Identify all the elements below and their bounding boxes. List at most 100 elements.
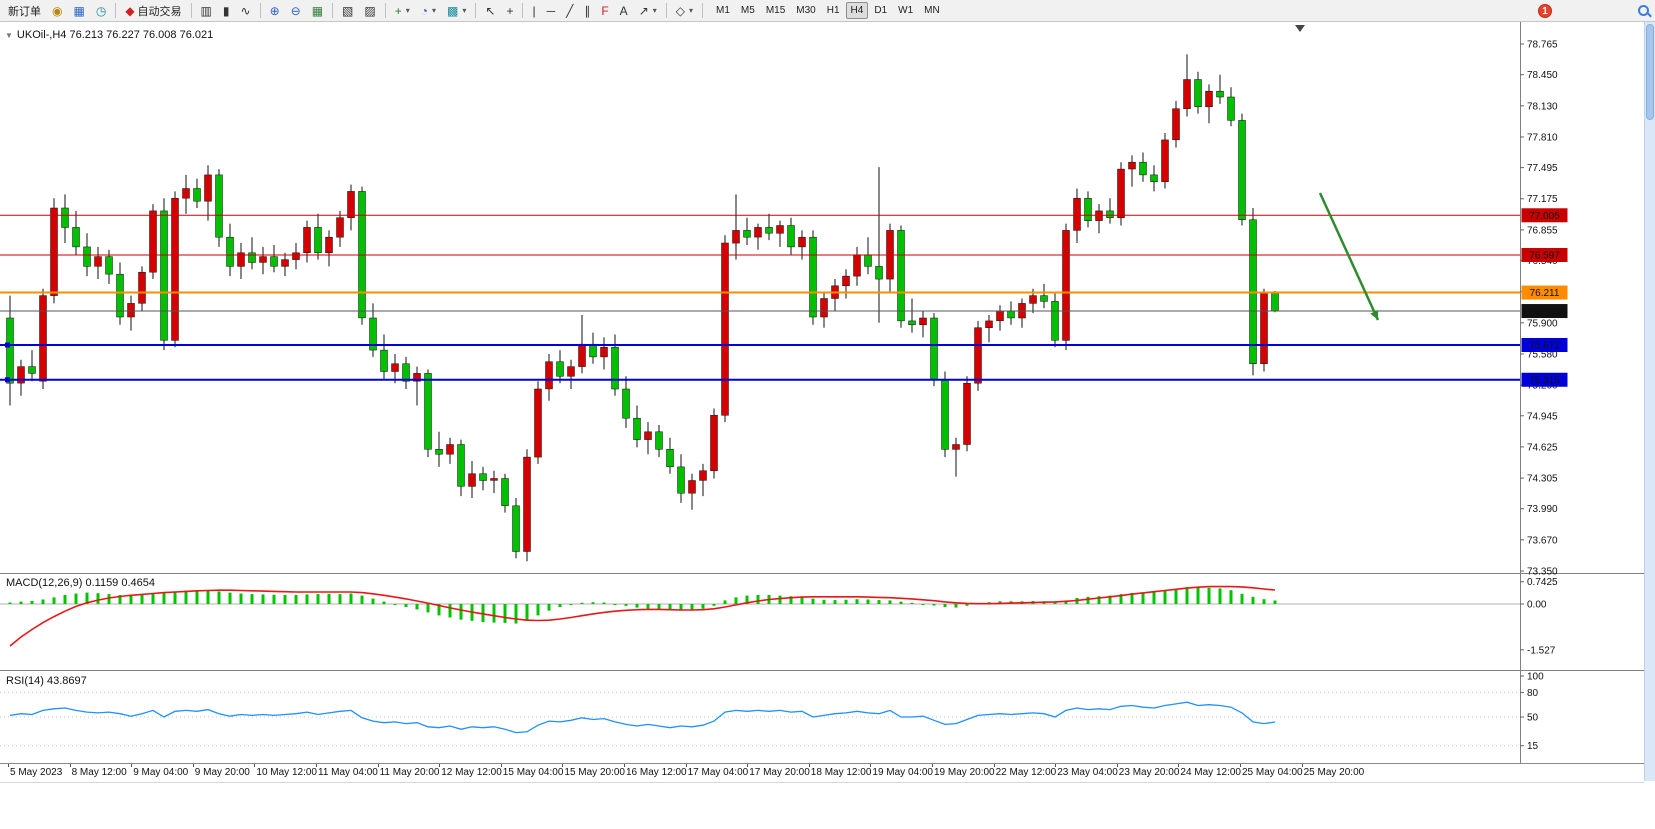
macd-tick-label: 0.00 [1527,600,1547,611]
timeframe-button-d1[interactable]: D1 [869,2,892,19]
time-axis-tick [8,764,9,767]
time-axis-tick [1178,764,1180,767]
price-tick-label: 75.900 [1527,318,1558,329]
time-axis-label: 5 May 2023 [10,767,63,778]
time-axis[interactable]: 5 May 2023 8 May 12:00 9 May 04:00 9 May 20… [0,763,1644,783]
ohlc-text: UKOil-,H4 76.213 76.227 76.008 76.021 [16,29,214,41]
time-axis-label: 11 May 20:00 [379,767,440,778]
line-chart-mode-button[interactable]: ∿ [236,2,256,20]
timeframe-button-mn[interactable]: MN [919,2,945,19]
horizontal-line-tool-button[interactable]: ─ [542,2,561,20]
cursor-tool-button[interactable]: ↖ [480,2,500,20]
coins-icon[interactable]: ◉ [47,2,67,20]
chart-shift-marker[interactable] [1295,25,1305,32]
chevron-down-icon: ▾ [432,6,437,15]
trend-arrow-head [1370,310,1379,320]
time-axis-label: 25 May 20:00 [1303,767,1365,778]
search-icon[interactable] [1637,4,1652,19]
price-badge [1521,372,1568,387]
rsi-tick-label: 50 [1527,713,1539,724]
new-order-label: 新订单 [8,5,41,18]
scrollbar-thumb[interactable] [1646,24,1654,120]
text-tool-button[interactable]: A [615,2,633,20]
vertical-scrollbar[interactable] [1644,22,1655,781]
price-tick-label: 77.810 [1527,132,1558,143]
rsi-indicator-label: RSI(14) 43.8697 [6,675,87,687]
chevron-down-icon[interactable]: ▼ [5,31,13,40]
price-badge-label: 76.597 [1529,250,1560,261]
symbol-ohlc-label: ▼ UKOil-,H4 76.213 76.227 76.008 76.021 [5,29,213,41]
arrows-tool-button[interactable]: ↗ ▾ [634,2,662,20]
time-axis-label: 24 May 12:00 [1180,767,1241,778]
fibonacci-tool-button[interactable]: F [596,2,613,20]
time-axis-tick [69,764,71,767]
price-tick-label: 74.305 [1527,474,1558,485]
time-axis-tick [685,764,687,767]
arrange-windows-button[interactable]: ▨ [359,2,380,20]
timeframe-button-w1[interactable]: W1 [893,2,918,19]
timeframe-button-h4[interactable]: H4 [845,2,869,19]
tile-windows-button[interactable]: ▦ [307,2,328,20]
time-axis-tick [316,764,317,767]
chevron-down-icon: ▾ [405,6,410,15]
timeframe-button-m15[interactable]: M15 [761,2,790,19]
zoom-out-button[interactable]: ⊖ [286,2,306,20]
toolbar-separator [259,3,261,18]
line-handle[interactable] [5,342,10,348]
time-axis-tick [192,764,194,767]
price-tick-label: 73.350 [1527,566,1558,577]
cascade-windows-button[interactable]: ▧ [337,2,358,20]
shapes-tool-button[interactable]: ◇ ▾ [671,2,698,20]
rsi-tick-label: 15 [1527,741,1539,752]
price-badge [1521,304,1568,319]
bar-chart-mode-button[interactable]: ▥ [196,2,217,20]
timeframe-button-m5[interactable]: M5 [736,2,760,19]
zoom-in-button[interactable]: ⊕ [265,2,285,20]
line-handle[interactable] [5,377,10,383]
notification-badge[interactable]: 1 [1538,4,1552,18]
history-center-icon[interactable]: ◷ [91,2,111,20]
trendline-tool-button[interactable]: ╱ [561,2,578,20]
chevron-down-icon: ▾ [462,6,467,15]
time-axis-tick [1240,764,1241,767]
price-tick-label: 73.670 [1527,535,1558,546]
time-axis-tick [993,764,995,767]
time-axis-label: 9 May 20:00 [194,767,250,778]
time-axis-label: 8 May 12:00 [71,767,127,778]
price-badge [1521,285,1568,300]
time-axis-label: 19 May 04:00 [872,767,933,778]
timeframe-button-m30[interactable]: M30 [791,2,820,19]
auto-trading-button[interactable]: ◆ 自动交易 [120,2,186,20]
channel-tool-button[interactable]: ∥ [579,2,595,20]
time-axis-label: 15 May 04:00 [502,767,564,778]
macd-signal-line [9,585,1276,647]
price-tick-label: 75.580 [1527,349,1558,360]
chart-canvas[interactable]: 78.765 78.450 78.130 77.810 77.495 77.175 76.8… [0,22,1655,763]
price-tick-label: 76.855 [1527,225,1558,236]
vertical-line-tool-button[interactable]: | [527,2,540,20]
timeframe-button-h1[interactable]: H1 [822,2,845,19]
trend-arrow-annotation[interactable] [1318,192,1380,321]
periods-button[interactable]: ◔ ▾ [416,2,441,20]
timeframe-group: M1 M5 M15 M30 H1 H4 D1 W1 MN [711,2,945,19]
chart-window-icon[interactable]: ▦ [68,2,89,20]
crosshair-tool-button[interactable]: + [501,2,518,20]
price-tick-label: 73.990 [1527,504,1558,515]
candlestick-mode-button[interactable]: ▮ [218,2,235,20]
time-axis-tick [624,764,625,767]
macd-histogram [8,587,1277,624]
time-axis-label: 10 May 12:00 [256,767,317,778]
price-badge [1521,247,1568,262]
timeframe-button-m1[interactable]: M1 [711,2,735,19]
macd-indicator-label: MACD(12,26,9) 0.1159 0.4654 [6,577,155,589]
time-axis-label: 19 May 20:00 [934,767,995,778]
time-axis-tick [1055,764,1057,767]
indicators-button[interactable]: + ▾ [390,2,415,20]
toolbar-separator [522,3,524,18]
time-axis-tick [870,764,872,767]
time-axis-label: 11 May 04:00 [318,767,378,778]
templates-button[interactable]: ▩ ▾ [442,2,471,20]
new-order-button[interactable]: 新订单 [3,2,46,20]
toolbar: 新订单 ◉ ▦ ◷ ◆ 自动交易 ▥ ▮ ∿ ⊕ ⊖ ▦ ▧ ▨ + ▾ ◔ ▾ ▩… [0,0,1655,22]
